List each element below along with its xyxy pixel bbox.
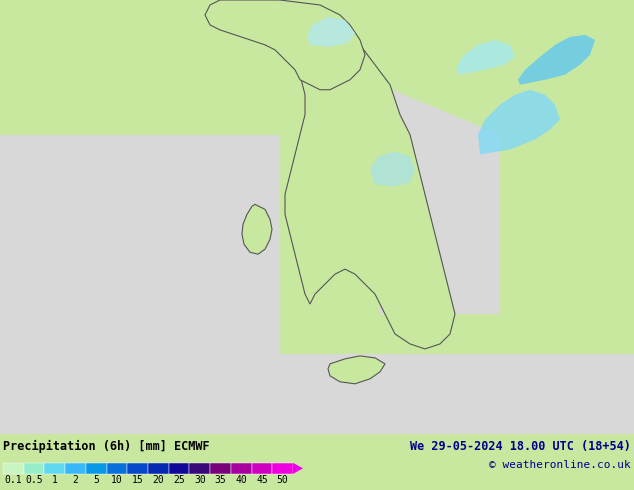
Bar [169,463,190,474]
Bar [44,463,65,474]
Polygon shape [518,35,595,85]
Polygon shape [380,85,500,314]
Polygon shape [456,40,515,75]
Text: Precipitation (6h) [mm] ECMWF: Precipitation (6h) [mm] ECMWF [3,440,210,453]
Bar [231,463,252,474]
Bar [252,463,272,474]
Bar [3,463,23,474]
Bar [65,463,86,474]
Polygon shape [328,356,385,384]
Text: 50: 50 [277,475,288,485]
Text: 10: 10 [111,475,123,485]
Text: 35: 35 [215,475,226,485]
Text: 30: 30 [194,475,205,485]
Text: 25: 25 [173,475,185,485]
Text: 40: 40 [235,475,247,485]
Polygon shape [478,90,560,154]
Text: 1: 1 [52,475,58,485]
Text: 15: 15 [132,475,143,485]
Text: © weatheronline.co.uk: © weatheronline.co.uk [489,460,631,470]
Polygon shape [242,204,272,254]
Text: 20: 20 [153,475,164,485]
Polygon shape [370,151,415,186]
Text: 45: 45 [256,475,268,485]
Text: We 29-05-2024 18.00 UTC (18+54): We 29-05-2024 18.00 UTC (18+54) [410,440,631,453]
Polygon shape [0,135,280,434]
Bar [127,463,148,474]
Bar [23,463,44,474]
Polygon shape [293,463,303,474]
Text: 2: 2 [72,475,79,485]
Bar [107,463,127,474]
Text: 0.5: 0.5 [25,475,43,485]
Polygon shape [285,15,455,349]
Polygon shape [0,354,634,434]
Polygon shape [205,0,365,90]
Bar [190,463,210,474]
Bar [86,463,107,474]
Text: 0.1: 0.1 [4,475,22,485]
Polygon shape [307,17,355,47]
Bar [210,463,231,474]
Text: 5: 5 [93,475,99,485]
Bar [272,463,293,474]
Bar [148,463,169,474]
